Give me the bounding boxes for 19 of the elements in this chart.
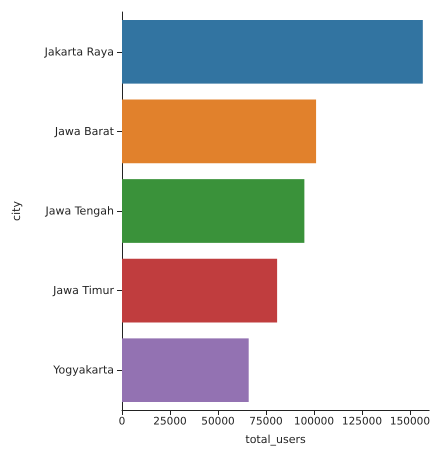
- x-tick-label: 125000: [342, 416, 382, 428]
- y-tick-label: Yogyakarta: [52, 364, 114, 377]
- bar: [122, 179, 304, 243]
- x-tick-label: 50000: [201, 416, 235, 428]
- y-tick-label: Jawa Tengah: [44, 204, 114, 218]
- x-tick-label: 25000: [153, 416, 187, 428]
- x-tick-label: 75000: [249, 416, 283, 428]
- x-tick-label: 150000: [390, 416, 430, 428]
- x-tick-label: 100000: [294, 416, 334, 428]
- bar: [122, 338, 249, 402]
- y-tick-label: Jakarta Raya: [44, 45, 114, 58]
- y-tick-label: Jawa Timur: [52, 284, 114, 298]
- y-tick-label: Jawa Barat: [54, 124, 115, 138]
- bar: [122, 258, 278, 322]
- x-axis-title: total_users: [245, 433, 306, 446]
- bar: [122, 100, 316, 164]
- x-tick-label: 0: [118, 416, 126, 428]
- y-axis-title: city: [10, 200, 23, 221]
- bar: [122, 20, 423, 84]
